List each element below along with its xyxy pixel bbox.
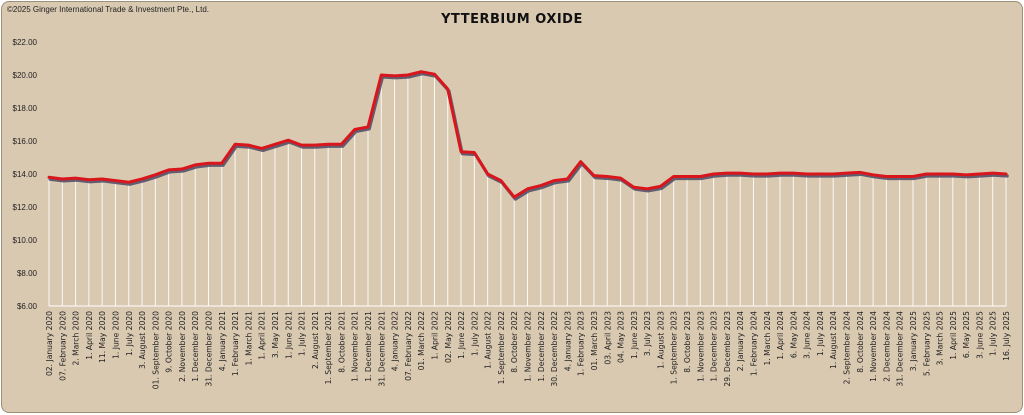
x-tick-label: 1. August 2024 (829, 311, 838, 369)
y-tick-label: $12.00 (13, 203, 38, 212)
x-tick-label: 1. June 2021 (284, 311, 293, 359)
x-tick-label: 1. April 2020 (85, 311, 94, 360)
x-tick-label: 1. July 2021 (298, 311, 307, 356)
y-tick-label: $8.00 (17, 269, 38, 278)
x-tick-label: 1. March 2024 (763, 311, 772, 366)
x-tick-label: 1. November 2021 (351, 311, 360, 382)
y-tick-label: $20.00 (13, 71, 38, 80)
x-tick-label: 04. May 2023 (617, 311, 626, 363)
x-tick-label: 3. March 2025 (936, 311, 945, 366)
x-tick-label: 1. November 2022 (524, 311, 533, 382)
x-tick-label: 1. December 2022 (537, 311, 546, 382)
x-tick-label: 07. February 2022 (404, 311, 413, 381)
x-tick-label: 1. April 2021 (258, 311, 267, 360)
x-tick-label: 01. September 2020 (151, 311, 160, 389)
x-tick-label: 1. February 2023 (577, 311, 586, 376)
y-tick-label: $18.00 (13, 104, 38, 113)
series-line (47, 70, 1008, 199)
x-tick-label: 6. May 2025 (962, 311, 971, 358)
chart-title: YTTERBIUM OXIDE (441, 12, 583, 27)
x-tick-label: 6. May 2024 (789, 311, 798, 358)
x-tick-label: 11. May 2020 (98, 311, 107, 363)
x-tick-label: 29. December 2023 (723, 311, 732, 387)
x-tick-label: 01. March 2022 (417, 311, 426, 371)
x-tick-label: 1. December 2021 (364, 311, 373, 382)
x-tick-label: 03. April 2023 (603, 311, 612, 365)
x-tick-label: 2. August 2021 (311, 311, 320, 369)
x-tick-label: 1. November 2023 (696, 311, 705, 382)
x-tick-label: 01. March 2023 (590, 311, 599, 371)
x-tick-label: 8. October 2023 (683, 311, 692, 373)
x-tick-label: 8. October 2022 (510, 311, 519, 373)
x-tick-label: 1. November 2024 (869, 311, 878, 382)
x-tick-label: 2. January 2024 (736, 311, 745, 371)
x-tick-label: 31. December 2020 (205, 311, 214, 387)
x-tick-label: 2. November 2020 (178, 311, 187, 382)
x-tick-label: 1. April 2025 (949, 311, 958, 360)
x-tick-label: 3. August 2020 (138, 311, 147, 369)
x-tick-label: 4. January 2021 (218, 311, 227, 371)
x-tick-label: 16. July 2025 (1002, 311, 1011, 361)
x-tick-label: 1. February 2021 (231, 311, 240, 376)
x-tick-label: 1. December 2023 (710, 311, 719, 382)
x-tick-label: 2. March 2020 (72, 311, 81, 366)
x-tick-label: 02. May 2022 (444, 311, 453, 363)
x-tick-label: 1. December 2020 (191, 311, 200, 382)
x-tick-label: 1. September 2022 (497, 311, 506, 385)
copyright-notice: ©2025 Ginger International Trade & Inves… (7, 5, 210, 14)
x-tick-label: 31. December 2021 (377, 311, 386, 387)
x-tick-label: 02. January 2020 (45, 311, 54, 376)
x-tick-label: 2. December 2024 (882, 311, 891, 382)
x-tick-label: 3. June 2024 (803, 311, 812, 359)
y-tick-label: $10.00 (13, 236, 38, 245)
series-line-shadow (48, 72, 1009, 201)
x-tick-label: 1. July 2020 (125, 311, 134, 356)
x-tick-label: 1. July 2024 (816, 311, 825, 356)
x-tick-label: 8. October 2021 (337, 311, 346, 373)
x-tick-label: 1. February 2024 (749, 311, 758, 376)
y-tick-label: $16.00 (13, 137, 38, 146)
x-tick-label: 4. January 2023 (563, 311, 572, 371)
x-tick-label: 31. December 2024 (896, 311, 905, 387)
x-tick-label: 3. May 2021 (271, 311, 280, 358)
x-tick-label: 1. August 2022 (484, 311, 493, 369)
x-tick-label: 3. June 2025 (975, 311, 984, 359)
x-tick-label: 8. October 2024 (856, 311, 865, 373)
y-tick-label: $14.00 (13, 170, 38, 179)
y-tick-label: $22.00 (13, 38, 38, 47)
x-tick-label: 3. January 2025 (909, 311, 918, 371)
x-tick-label: 30. December 2022 (550, 311, 559, 387)
x-tick-label: 1. July 2022 (470, 311, 479, 356)
x-tick-label: 07. February 2020 (58, 311, 67, 381)
x-tick-label: 2. September 2024 (843, 311, 852, 385)
x-tick-label: 1. July 2025 (989, 311, 998, 356)
x-tick-label: 4. January 2022 (391, 311, 400, 371)
x-tick-label: 1. June 2023 (630, 311, 639, 359)
x-tick-label: 1. March 2021 (244, 311, 253, 366)
y-tick-label: $6.00 (17, 302, 38, 311)
x-tick-label: 5. February 2025 (922, 311, 931, 376)
x-tick-label: 1. April 2022 (430, 311, 439, 360)
x-tick-label: 1. September 2021 (324, 311, 333, 385)
x-tick-label: 9. October 2020 (165, 311, 174, 373)
x-tick-label: 1. April 2024 (776, 311, 785, 360)
x-tick-label: 3. July 2023 (643, 311, 652, 356)
x-tick-label: 1. June 2022 (457, 311, 466, 359)
x-tick-label: 1. June 2020 (111, 311, 120, 359)
x-tick-label: 1. August 2023 (656, 311, 665, 369)
x-tick-label: 1. September 2023 (670, 311, 679, 385)
